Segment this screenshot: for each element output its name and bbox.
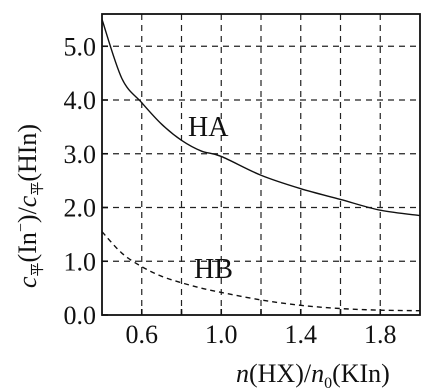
grid-lines xyxy=(102,14,420,315)
tick-marks xyxy=(102,45,382,316)
tick-labels: 0.6 1.0 1.4 1.8 0.0 1.0 2.0 3.0 4.0 5.0 xyxy=(64,32,397,349)
x-tick-label: 1.0 xyxy=(205,320,238,349)
x-tick-label: 1.4 xyxy=(285,320,318,349)
y-tick-label: 4.0 xyxy=(64,86,97,115)
y-axis-title: c平(In−)/c平(HIn) xyxy=(13,124,46,288)
y-tick-label: 1.0 xyxy=(64,247,97,276)
series-label-ha: HA xyxy=(188,112,229,143)
y-tick-label: 2.0 xyxy=(64,194,97,223)
x-tick-label: 1.8 xyxy=(364,320,397,349)
y-tick-label: 3.0 xyxy=(64,140,97,169)
series-line-hb xyxy=(101,231,421,312)
x-tick-label: 0.6 xyxy=(126,320,159,349)
series-line-ha xyxy=(101,19,421,217)
x-axis-title: n(HX)/n0(KIn) xyxy=(236,359,390,390)
series-label-hb: HB xyxy=(194,254,233,285)
y-tick-label: 0.0 xyxy=(64,301,97,330)
y-tick-label: 5.0 xyxy=(64,32,97,61)
series-curves xyxy=(101,19,421,312)
